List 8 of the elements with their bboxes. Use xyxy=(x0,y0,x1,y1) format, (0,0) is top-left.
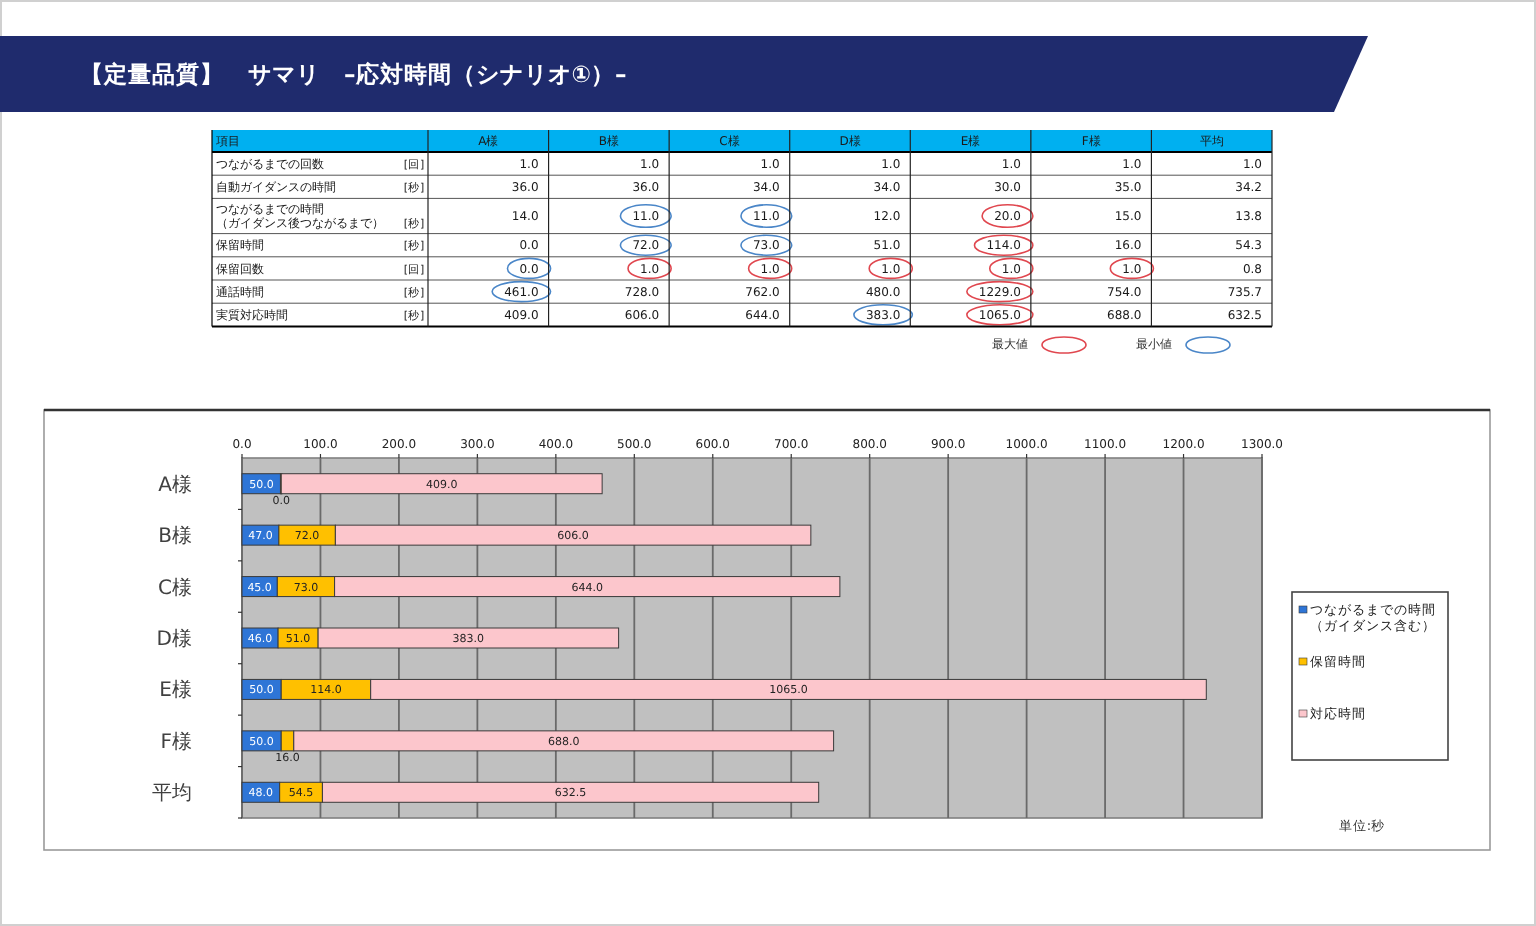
y-tick-label: 平均 xyxy=(152,781,192,806)
y-tick-label: E様 xyxy=(159,678,192,703)
y-tick-label: F様 xyxy=(160,729,192,754)
y-tick-label: A様 xyxy=(158,472,192,497)
y-tick-label: B様 xyxy=(158,524,192,549)
y-tick-label: C様 xyxy=(158,575,192,600)
text: 【定量品質】 サマリ –応対時間（シナリオ①）– xyxy=(80,60,627,88)
y-tick-label: D様 xyxy=(156,627,192,651)
